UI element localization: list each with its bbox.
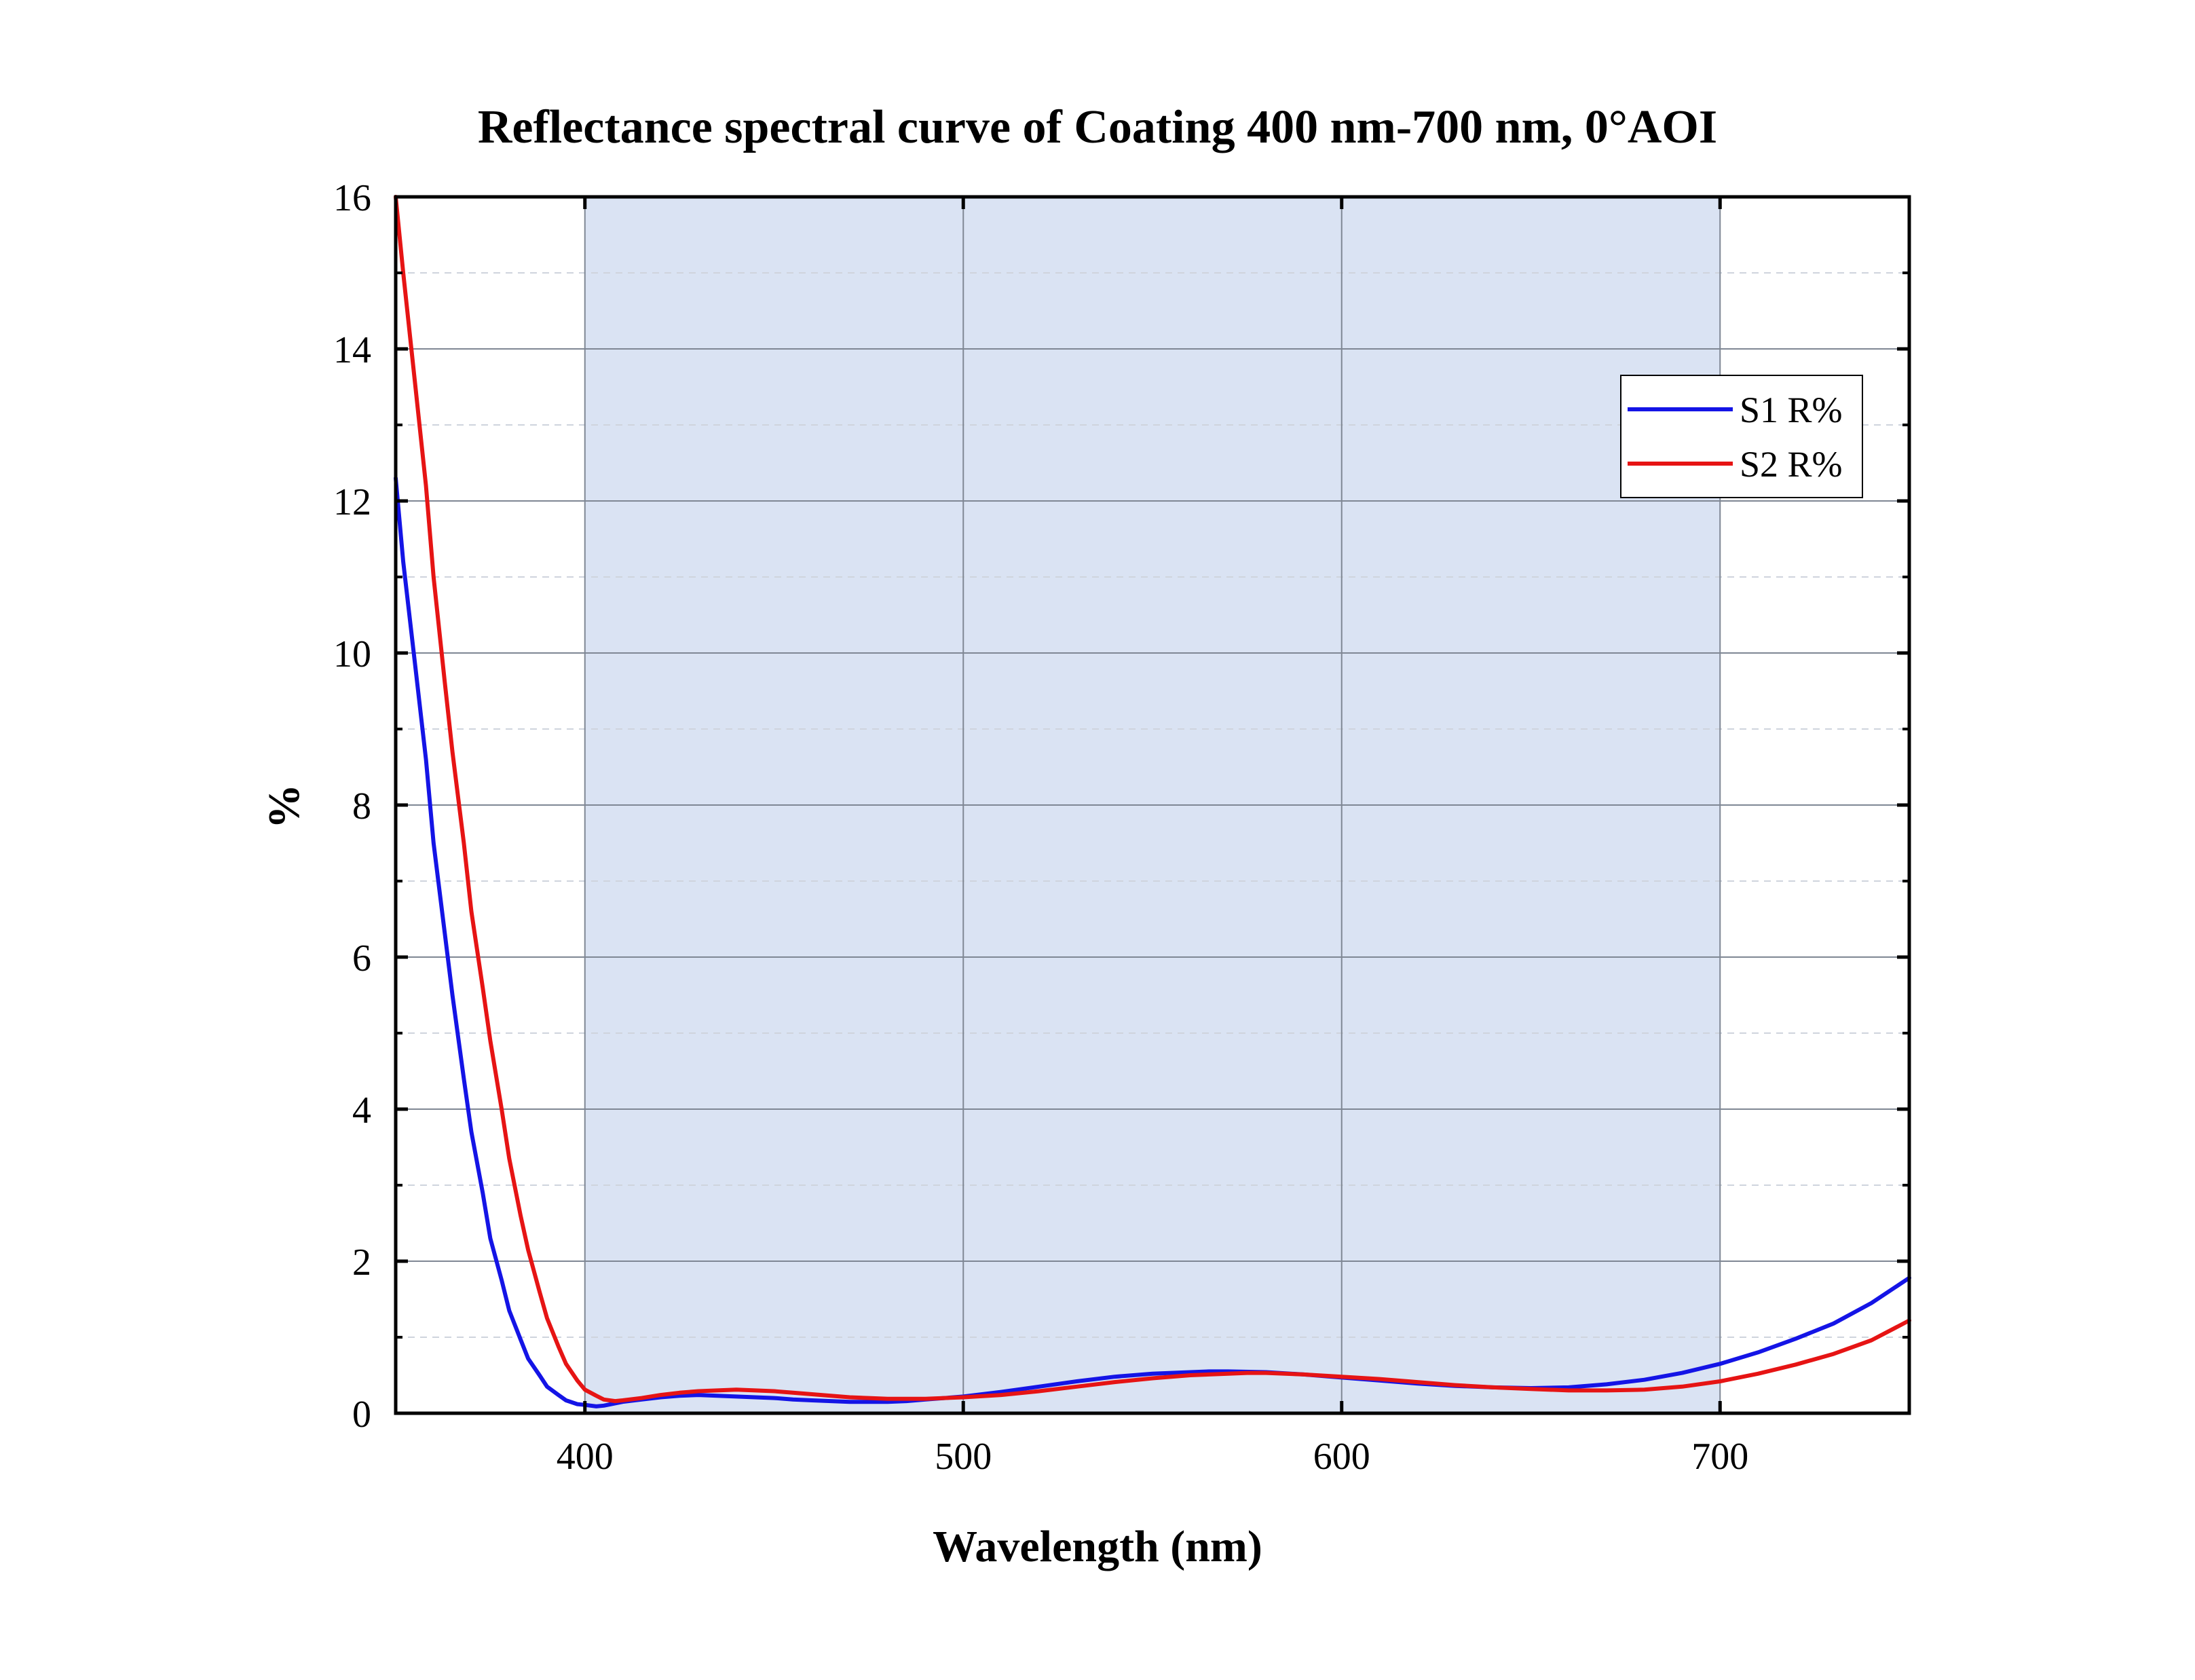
y-tick-label: 6 <box>352 937 371 979</box>
legend-label-2: S2 R% <box>1740 444 1843 485</box>
x-tick-label: 400 <box>557 1436 614 1478</box>
series-line-2 <box>394 195 1911 1404</box>
y-tick-label: 4 <box>352 1089 371 1132</box>
y-tick-label: 8 <box>352 785 371 827</box>
y-tick-label: 16 <box>333 177 371 219</box>
y-tick-label: 0 <box>352 1394 371 1436</box>
y-tick-label: 12 <box>333 481 371 523</box>
x-tick-label: 500 <box>935 1436 992 1478</box>
legend: S1 R% S2 R% <box>1620 375 1863 498</box>
chart-title: Reflectance spectral curve of Coating 40… <box>478 101 1717 153</box>
legend-box <box>1620 375 1863 498</box>
x-tick-label: 600 <box>1313 1436 1370 1478</box>
x-tick-label: 700 <box>1691 1436 1748 1478</box>
y-tick-label: 2 <box>352 1242 371 1284</box>
y-tick-label: 14 <box>333 329 371 371</box>
y-tick-label: 10 <box>333 633 371 675</box>
plot-area: 400 500 600 700 0 2 4 6 8 10 12 14 16 S1 R% S2 R% <box>333 177 1911 1478</box>
x-axis-title: Wavelength (nm) <box>933 1522 1262 1571</box>
legend-label-1: S1 R% <box>1740 390 1843 430</box>
y-axis-title: % <box>259 784 309 829</box>
